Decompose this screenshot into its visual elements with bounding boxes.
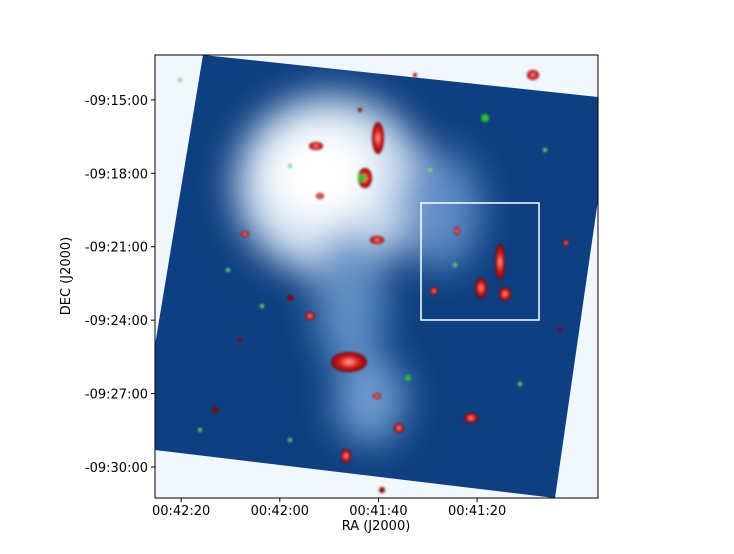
y-tick-label: -09:27:00: [85, 388, 148, 403]
plot-frame: [154, 54, 599, 499]
sky-image: [155, 55, 598, 498]
y-tick-label: -09:15:00: [85, 94, 148, 109]
x-axis-label: RA (J2000): [342, 519, 411, 534]
x-tick-label: 00:42:00: [251, 504, 309, 519]
y-tick-label: -09:30:00: [85, 461, 148, 476]
x-tick-label: 00:42:20: [152, 504, 210, 519]
y-axis-label: DEC (J2000): [59, 237, 74, 316]
y-tick-label: -09:21:00: [85, 241, 148, 256]
x-tick-label: 00:41:20: [448, 504, 506, 519]
y-tick-label: -09:24:00: [85, 314, 148, 329]
y-tick-label: -09:18:00: [85, 167, 148, 182]
x-tick-label: 00:41:40: [349, 504, 407, 519]
